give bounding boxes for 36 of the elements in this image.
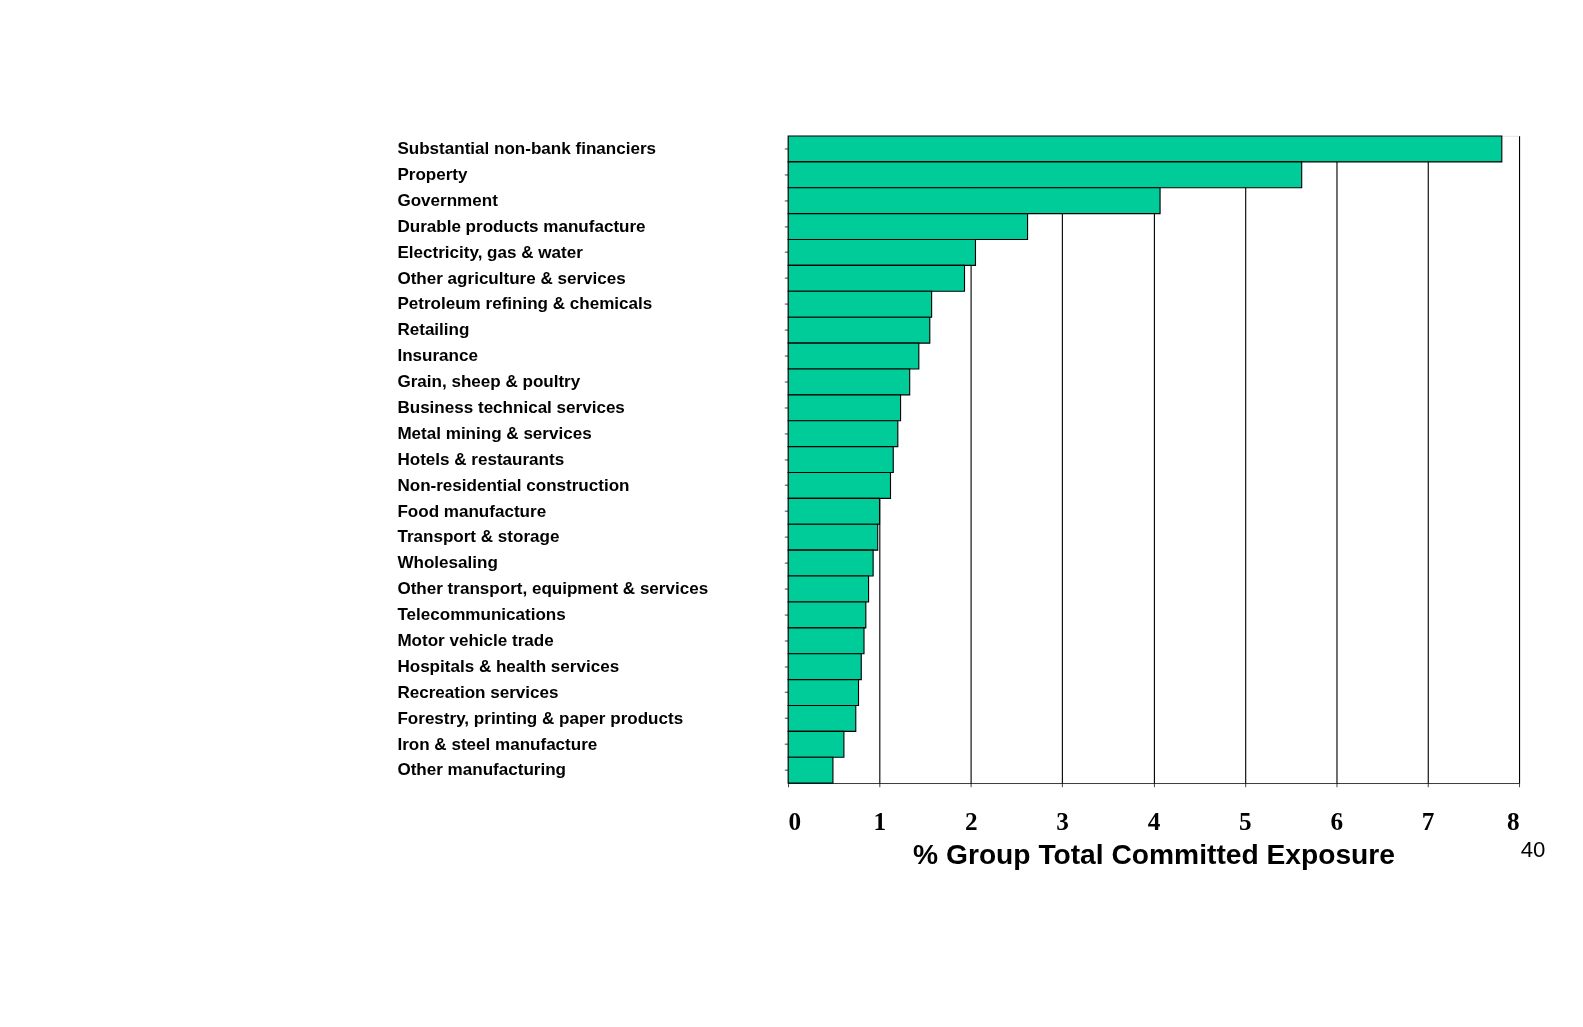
- y-tick-label: Telecommunications: [397, 605, 566, 625]
- x-axis-title: % Group Total Committed Exposure: [913, 838, 1395, 871]
- y-tick-label: Business technical services: [397, 397, 625, 417]
- x-tick-label: 6: [1330, 807, 1344, 835]
- x-tick-label: 8: [1506, 807, 1520, 835]
- y-tick-label: Durable products manufacture: [397, 216, 646, 236]
- y-tick-label: Electricity, gas & water: [397, 242, 584, 262]
- y-tick-label: Recreation services: [397, 682, 559, 702]
- y-tick-label: Petroleum refining & chemicals: [397, 294, 653, 314]
- y-tick-label: Government: [397, 190, 499, 210]
- y-tick-label: Wholesaling: [397, 553, 498, 573]
- x-tick-label: 0: [788, 807, 802, 835]
- y-tick-label: Grain, sheep & poultry: [397, 372, 581, 392]
- y-tick-label: Other manufacturing: [397, 760, 567, 780]
- y-tick-label: Food manufacture: [397, 501, 547, 521]
- x-tick-label: 2: [964, 807, 978, 835]
- x-tick-label: 5: [1239, 807, 1252, 835]
- y-tick-label: Hotels & restaurants: [397, 449, 565, 469]
- y-tick-label: Insurance: [397, 346, 478, 366]
- x-tick-label: 7: [1421, 807, 1435, 835]
- y-tick-label: Hospitals & health services: [397, 656, 620, 676]
- y-tick-label: Motor vehicle trade: [397, 630, 554, 650]
- y-tick-label: Transport & storage: [397, 527, 560, 547]
- text: 40: [1520, 836, 1546, 862]
- y-tick-label: Substantial non-bank financiers: [397, 139, 657, 159]
- x-tick-label: 3: [1056, 807, 1069, 835]
- y-tick-label: Retailing: [397, 320, 470, 340]
- y-tick-label: Other transport, equipment & services: [397, 579, 709, 599]
- y-tick-label: Other agriculture & services: [397, 268, 626, 288]
- y-tick-label: Forestry, printing & paper products: [397, 708, 684, 728]
- x-tick-label: 1: [873, 807, 887, 835]
- y-tick-label: Iron & steel manufacture: [397, 734, 598, 754]
- x-tick-label: 4: [1147, 807, 1161, 835]
- y-tick-label: Metal mining & services: [397, 423, 592, 443]
- y-tick-label: Non-residential construction: [397, 475, 630, 495]
- y-tick-label: Property: [397, 165, 469, 185]
